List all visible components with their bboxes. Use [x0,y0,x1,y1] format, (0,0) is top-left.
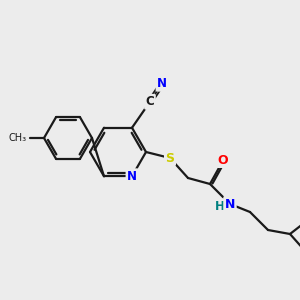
Text: N: N [225,197,235,211]
Text: CH₃: CH₃ [9,133,27,143]
Text: O: O [218,154,228,166]
Text: C: C [146,95,154,108]
Text: S: S [166,152,175,164]
Text: H: H [215,200,225,212]
Text: N: N [157,77,167,90]
Text: N: N [127,170,137,183]
